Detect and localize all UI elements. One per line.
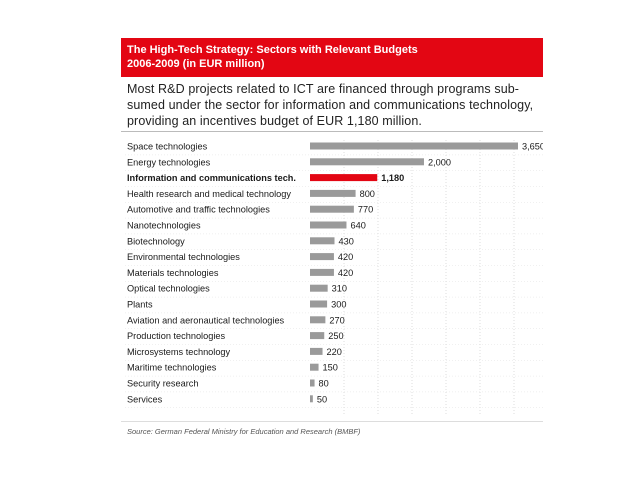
value-label: 150	[323, 363, 338, 373]
source-divider	[121, 421, 543, 422]
category-label: Nanotechnologies	[127, 221, 201, 231]
bar	[310, 395, 313, 403]
category-label: Maritime technologies	[127, 363, 217, 373]
bar	[310, 332, 325, 340]
category-label: Environmental technologies	[127, 252, 240, 262]
value-label: 800	[360, 189, 375, 199]
bar	[310, 237, 335, 245]
intro-text: Most R&D projects related to ICT are fin…	[127, 82, 534, 128]
bar	[310, 189, 356, 197]
value-label: 3,650	[522, 142, 543, 152]
category-label: Health research and medical technology	[127, 189, 291, 199]
bar	[310, 142, 518, 150]
bar	[310, 158, 424, 166]
bar	[310, 300, 328, 308]
category-label: Microsystems technology	[127, 347, 231, 357]
category-label: Production technologies	[127, 331, 225, 341]
bar-chart: Space technologies 3,650 Energy technologi…	[125, 140, 543, 415]
value-label: 1,180	[381, 173, 404, 183]
chart-title-line-1: The High-Tech Strategy: Sectors with Rel…	[127, 44, 418, 56]
value-label: 430	[339, 236, 354, 246]
bar	[310, 174, 378, 182]
bar	[310, 205, 354, 213]
category-label: Optical technologies	[127, 284, 210, 294]
value-label: 640	[350, 221, 365, 231]
value-label: 420	[338, 252, 353, 262]
value-label: 220	[327, 347, 342, 357]
chart-title-line-2: 2006-2009 (in EUR million)	[127, 58, 265, 70]
value-label: 50	[317, 394, 327, 404]
category-label: Aviation and aeronautical technologies	[127, 315, 285, 325]
category-label: Biotechnology	[127, 236, 185, 246]
chart-figure: The High-Tech Strategy: Sectors with Rel…	[121, 38, 543, 442]
bar	[310, 379, 315, 387]
category-label: Space technologies	[127, 142, 208, 152]
category-label: Security research	[127, 379, 199, 389]
source-note: Source: German Federal Ministry for Educ…	[127, 427, 361, 436]
bar	[310, 253, 334, 261]
bar	[310, 221, 347, 229]
value-label: 420	[338, 268, 353, 278]
value-label: 770	[358, 205, 373, 215]
bar	[310, 363, 319, 371]
value-label: 2,000	[428, 157, 451, 167]
value-label: 250	[328, 331, 343, 341]
chart-header: The High-Tech Strategy: Sectors with Rel…	[121, 38, 543, 77]
value-label: 80	[319, 379, 329, 389]
bar	[310, 347, 323, 355]
category-label: Materials technologies	[127, 268, 219, 278]
bar	[310, 268, 334, 276]
bar	[310, 284, 328, 292]
value-label: 310	[332, 284, 347, 294]
value-label: 270	[329, 315, 344, 325]
divider	[121, 131, 543, 132]
category-label: Energy technologies	[127, 157, 211, 167]
bar	[310, 316, 326, 324]
category-label: Automotive and traffic technologies	[127, 205, 270, 215]
category-label: Services	[127, 394, 163, 404]
category-label: Plants	[127, 300, 153, 310]
category-label: Information and communications tech.	[127, 173, 296, 183]
value-label: 300	[331, 300, 346, 310]
